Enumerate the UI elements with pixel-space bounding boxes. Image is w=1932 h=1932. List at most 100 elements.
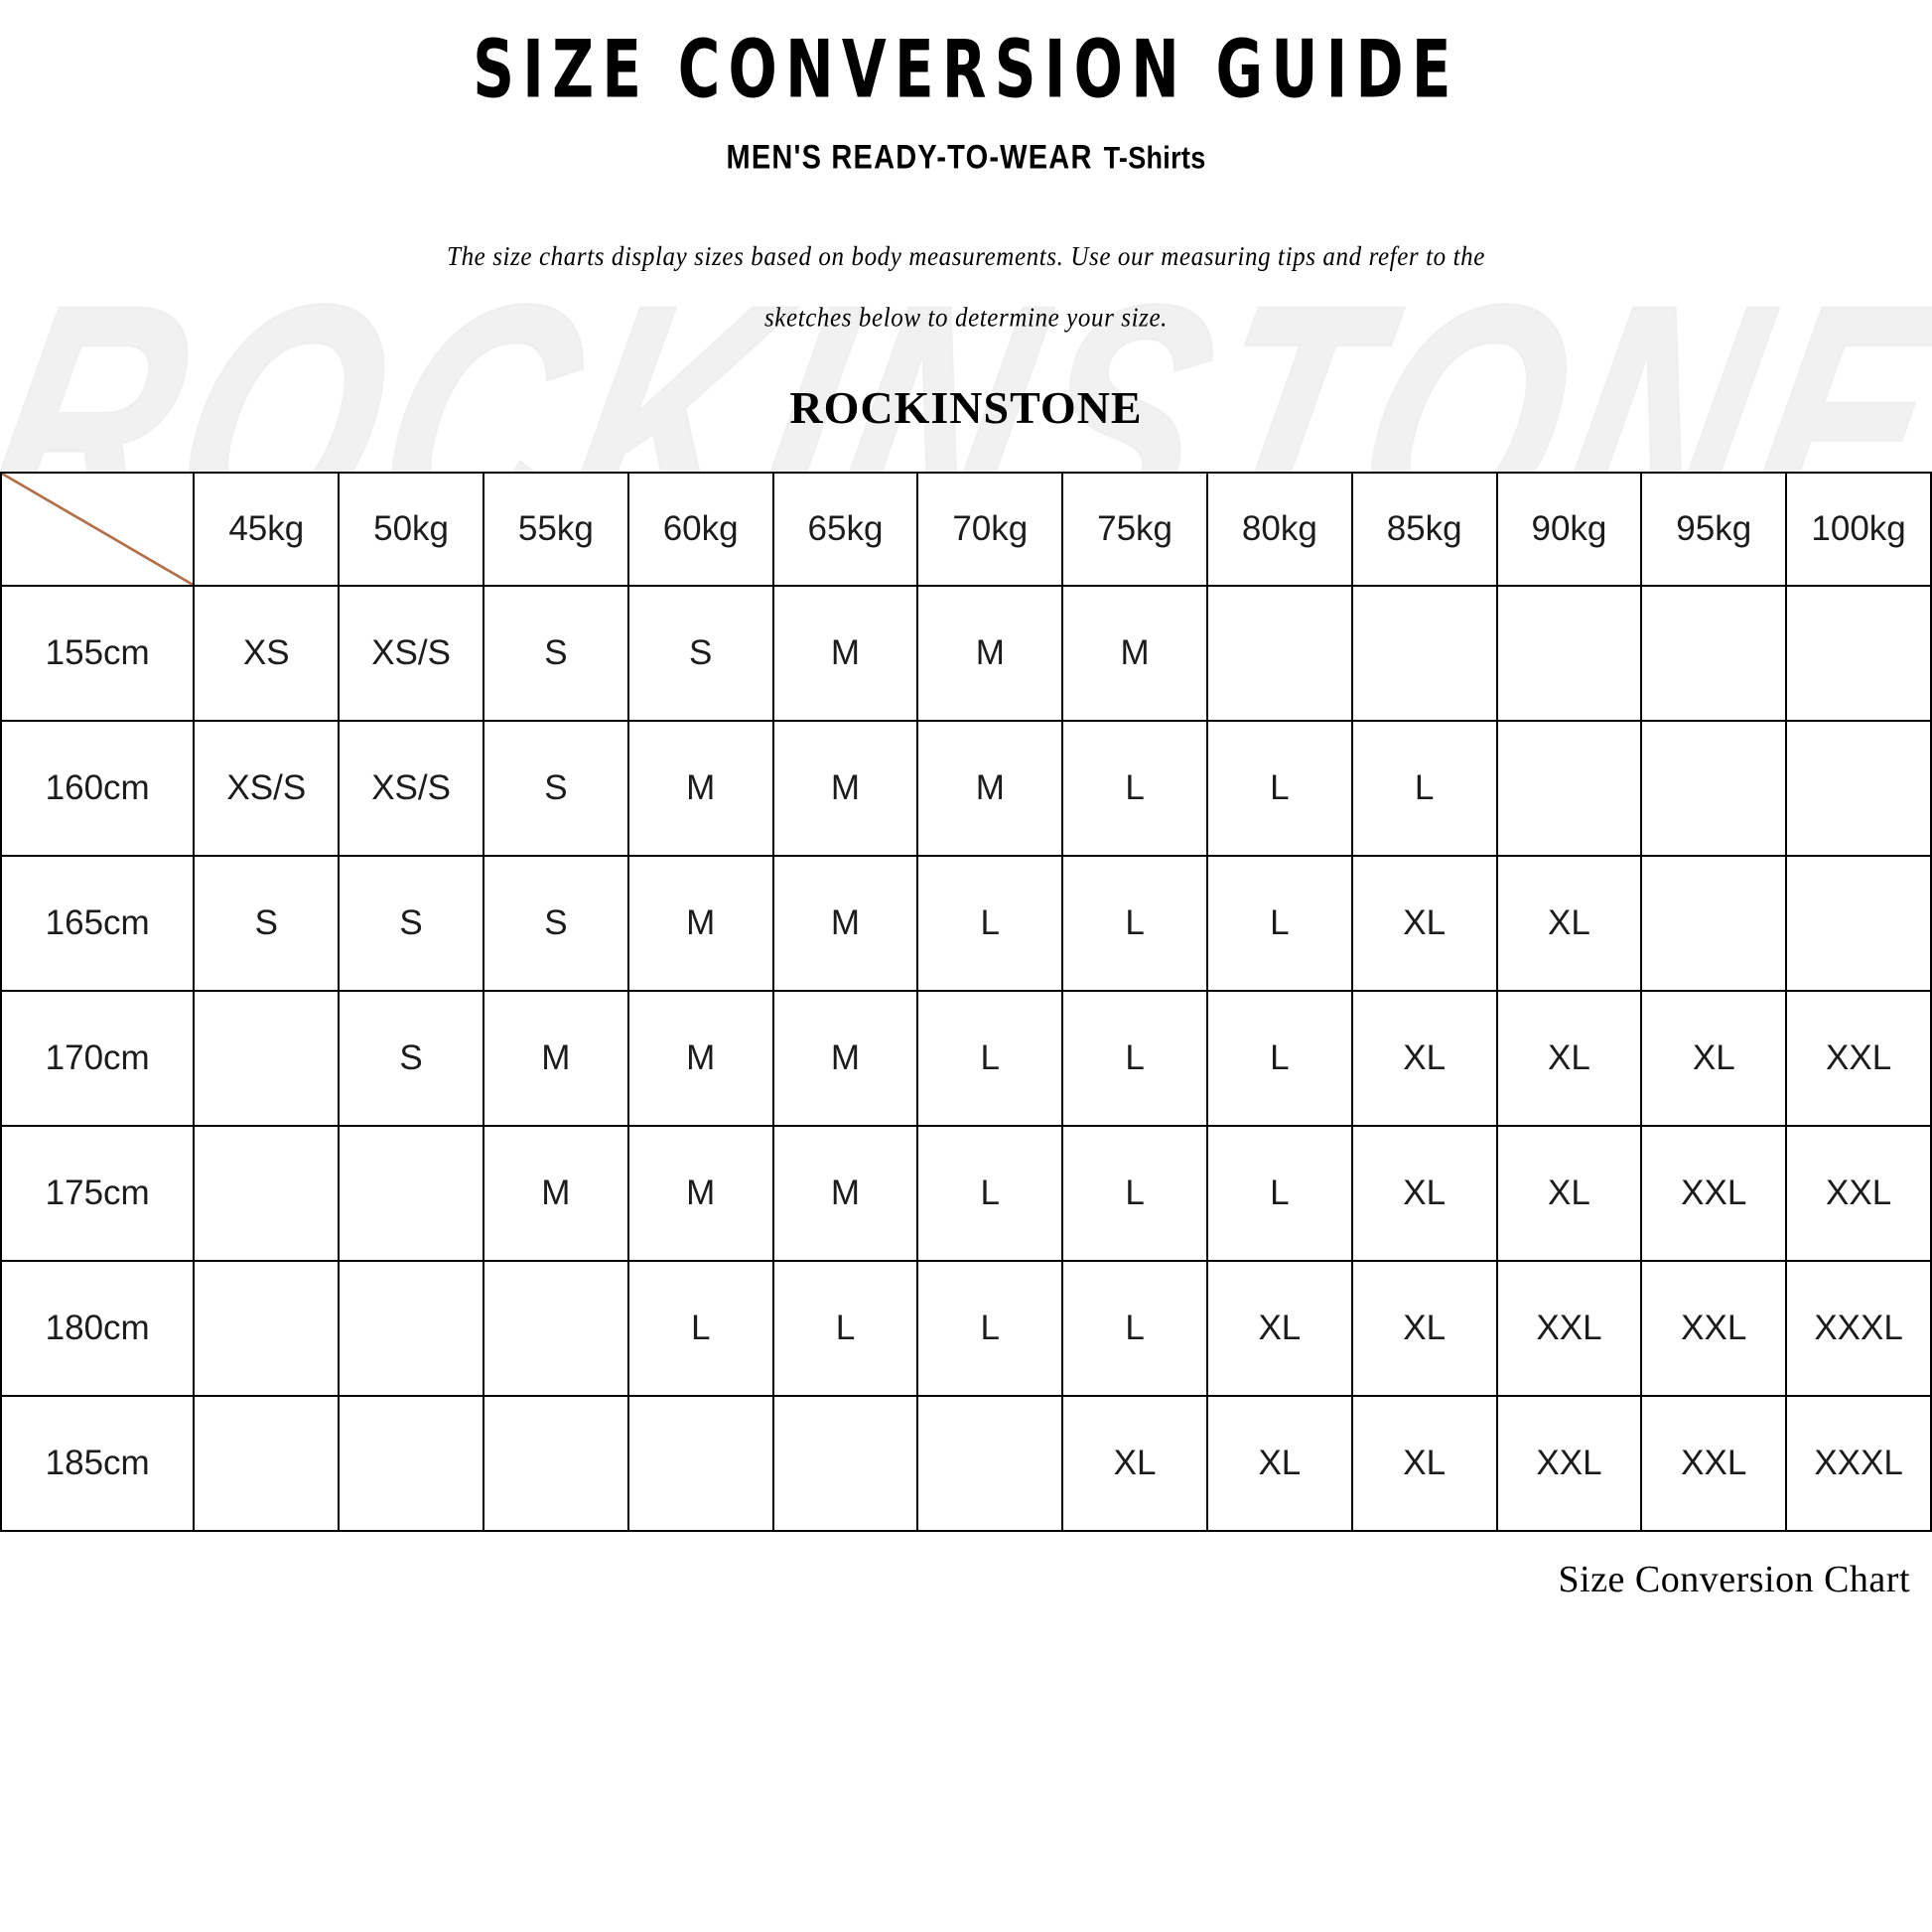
size-cell-180cm-70kg: L <box>916 1260 1064 1397</box>
diagonal-divider-icon <box>3 475 193 584</box>
size-cell-160cm-95kg <box>1640 720 1788 857</box>
size-cell-155cm-80kg <box>1205 585 1353 722</box>
size-cell-180cm-45kg <box>193 1260 341 1397</box>
size-cell-155cm-65kg: M <box>771 585 919 722</box>
size-cell-165cm-65kg: M <box>771 855 919 992</box>
size-cell-175cm-100kg: XXL <box>1785 1125 1932 1262</box>
column-header-90kg: 90kg <box>1495 472 1643 587</box>
column-header-65kg: 65kg <box>771 472 919 587</box>
table-head: 45kg 50kg 55kg 60kg 65kg 70kg 75kg 80kg 85kg 90kg… <box>0 472 1932 587</box>
size-cell-170cm-45kg <box>193 990 341 1127</box>
column-header-70kg: 70kg <box>916 472 1064 587</box>
size-cell-165cm-45kg: S <box>193 855 341 992</box>
footer: Size Conversion Chart <box>0 1558 1932 1601</box>
size-cell-170cm-50kg: S <box>338 990 484 1127</box>
subtitle: MEN'S READY-TO-WEAR T-Shirts <box>0 139 1932 177</box>
size-cell-170cm-65kg: M <box>771 990 919 1127</box>
size-cell-170cm-55kg: M <box>482 990 629 1127</box>
table-row: 155cm XS XS/S S S M M M <box>0 585 1932 722</box>
size-cell-155cm-75kg: M <box>1061 585 1208 722</box>
row-header-185cm: 185cm <box>0 1395 196 1532</box>
size-cell-160cm-45kg: XS/S <box>193 720 341 857</box>
row-header-160cm: 160cm <box>0 720 196 857</box>
size-cell-160cm-100kg <box>1785 720 1932 857</box>
footer-caption: Size Conversion Chart <box>1558 1559 1910 1600</box>
size-cell-180cm-55kg <box>482 1260 629 1397</box>
size-cell-185cm-80kg: XL <box>1205 1395 1353 1532</box>
column-header-55kg: 55kg <box>482 472 629 587</box>
column-header-80kg: 80kg <box>1205 472 1353 587</box>
column-header-75kg: 75kg <box>1061 472 1208 587</box>
size-cell-180cm-60kg: L <box>626 1260 774 1397</box>
size-cell-155cm-70kg: M <box>916 585 1064 722</box>
row-header-170cm: 170cm <box>0 990 196 1127</box>
size-cell-185cm-50kg <box>338 1395 484 1532</box>
size-cell-170cm-90kg: XL <box>1495 990 1643 1127</box>
size-cell-185cm-90kg: XXL <box>1495 1395 1643 1532</box>
size-cell-185cm-100kg: XXXL <box>1785 1395 1932 1532</box>
size-cell-165cm-60kg: M <box>626 855 774 992</box>
row-header-175cm: 175cm <box>0 1125 196 1262</box>
size-cell-185cm-65kg <box>771 1395 919 1532</box>
size-cell-175cm-90kg: XL <box>1495 1125 1643 1262</box>
size-cell-175cm-45kg <box>193 1125 341 1262</box>
size-cell-185cm-60kg <box>626 1395 774 1532</box>
size-cell-155cm-90kg <box>1495 585 1643 722</box>
row-header-180cm: 180cm <box>0 1260 196 1397</box>
size-cell-185cm-70kg <box>916 1395 1064 1532</box>
size-cell-180cm-85kg: XL <box>1350 1260 1498 1397</box>
size-conversion-table: 45kg 50kg 55kg 60kg 65kg 70kg 75kg 80kg 85kg 90kg… <box>0 472 1932 1532</box>
column-header-95kg: 95kg <box>1640 472 1788 587</box>
size-cell-175cm-70kg: L <box>916 1125 1064 1262</box>
size-cell-180cm-100kg: XXXL <box>1785 1260 1932 1397</box>
table-row: 185cm XL XL XL XXL XXL XXXL <box>0 1395 1932 1532</box>
size-cell-170cm-85kg: XL <box>1350 990 1498 1127</box>
size-cell-165cm-100kg <box>1785 855 1932 992</box>
size-cell-160cm-85kg: L <box>1350 720 1498 857</box>
size-cell-155cm-45kg: XS <box>193 585 341 722</box>
size-cell-180cm-50kg <box>338 1260 484 1397</box>
corner-diagonal-cell <box>0 472 196 587</box>
column-header-85kg: 85kg <box>1350 472 1498 587</box>
size-cell-165cm-70kg: L <box>916 855 1064 992</box>
size-cell-160cm-70kg: M <box>916 720 1064 857</box>
size-cell-165cm-85kg: XL <box>1350 855 1498 992</box>
size-cell-185cm-55kg <box>482 1395 629 1532</box>
size-cell-185cm-85kg: XL <box>1350 1395 1498 1532</box>
size-cell-185cm-45kg <box>193 1395 341 1532</box>
size-cell-175cm-60kg: M <box>626 1125 774 1262</box>
size-cell-160cm-75kg: L <box>1061 720 1208 857</box>
size-cell-160cm-50kg: XS/S <box>338 720 484 857</box>
size-cell-180cm-80kg: XL <box>1205 1260 1353 1397</box>
size-cell-160cm-60kg: M <box>626 720 774 857</box>
subtitle-category: MEN'S READY-TO-WEAR <box>726 139 1093 177</box>
size-cell-170cm-60kg: M <box>626 990 774 1127</box>
size-cell-180cm-90kg: XXL <box>1495 1260 1643 1397</box>
size-cell-160cm-90kg <box>1495 720 1643 857</box>
table-header-row: 45kg 50kg 55kg 60kg 65kg 70kg 75kg 80kg 85kg 90kg… <box>0 472 1932 587</box>
size-cell-170cm-70kg: L <box>916 990 1064 1127</box>
size-cell-155cm-95kg <box>1640 585 1788 722</box>
table-row: 165cm S S S M M L L L XL XL <box>0 855 1932 992</box>
size-cell-185cm-95kg: XXL <box>1640 1395 1788 1532</box>
size-cell-175cm-75kg: L <box>1061 1125 1208 1262</box>
table-row: 180cm L L L L XL XL XXL XXL XXXL <box>0 1260 1932 1397</box>
row-header-155cm: 155cm <box>0 585 196 722</box>
row-header-165cm: 165cm <box>0 855 196 992</box>
brand-name: ROCKINSTONE <box>789 382 1143 433</box>
size-cell-170cm-100kg: XXL <box>1785 990 1932 1127</box>
column-header-100kg: 100kg <box>1785 472 1932 587</box>
size-cell-175cm-95kg: XXL <box>1640 1125 1788 1262</box>
size-cell-165cm-95kg <box>1640 855 1788 992</box>
page-title: SIZE CONVERSION GUIDE <box>473 23 1459 116</box>
size-cell-155cm-60kg: S <box>626 585 774 722</box>
size-cell-175cm-85kg: XL <box>1350 1125 1498 1262</box>
size-cell-155cm-50kg: XS/S <box>338 585 484 722</box>
size-cell-180cm-75kg: L <box>1061 1260 1208 1397</box>
table-row: 170cm S M M M L L L XL XL XL XXL <box>0 990 1932 1127</box>
size-cell-160cm-80kg: L <box>1205 720 1353 857</box>
size-cell-175cm-50kg <box>338 1125 484 1262</box>
table-body: 155cm XS XS/S S S M M M 160cm XS/S XS/S S M M M L L L 165c… <box>0 585 1932 1532</box>
size-cell-155cm-100kg <box>1785 585 1932 722</box>
column-header-60kg: 60kg <box>626 472 774 587</box>
